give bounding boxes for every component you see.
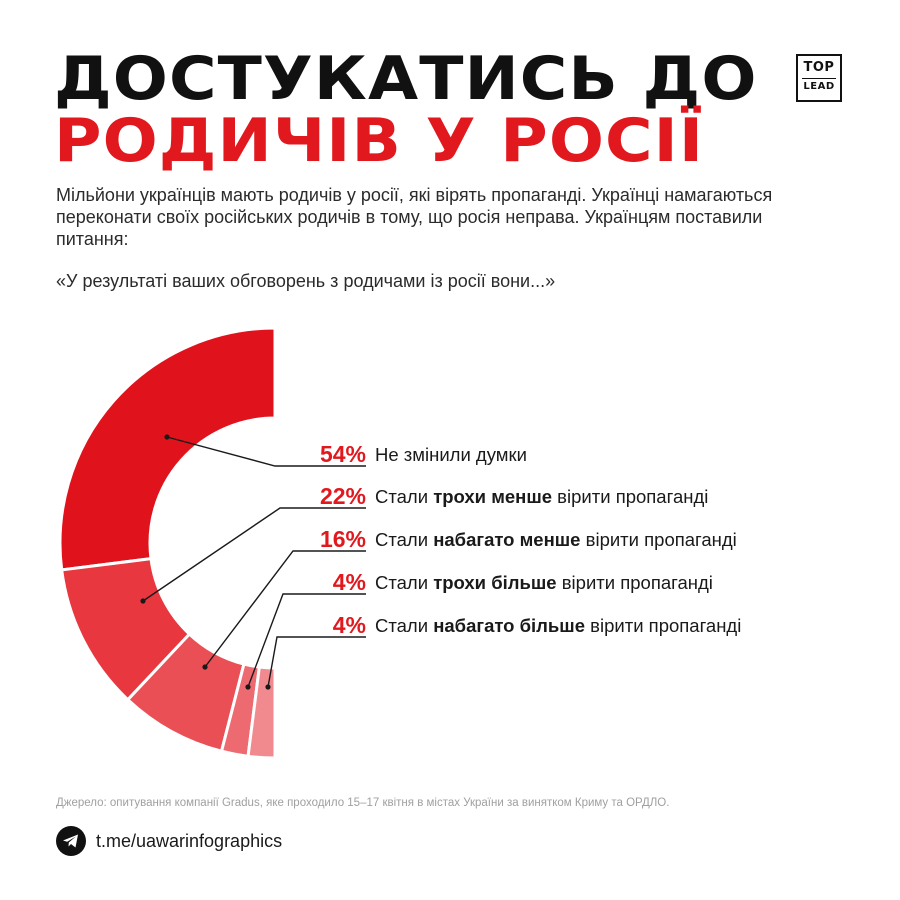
logo-bottom-text: LEAD xyxy=(803,81,835,92)
legend-label-text: Не змінили думки xyxy=(375,444,527,465)
chart-segments xyxy=(58,326,277,760)
telegram-icon xyxy=(56,826,86,856)
leader-line-3 xyxy=(204,550,366,668)
leader-dot-4 xyxy=(245,684,251,690)
legend-percent: 4% xyxy=(332,612,366,638)
legend-label-text: вірити пропаганді xyxy=(580,529,737,550)
telegram-link[interactable]: t.me/uawarinfographics xyxy=(96,831,283,851)
legend-percent: 16% xyxy=(319,526,366,552)
logo-top-text: TOP xyxy=(803,60,835,75)
donut-segment-5 xyxy=(246,665,277,760)
legend-percent: 4% xyxy=(332,569,366,595)
legend-label-text: Стали xyxy=(375,572,434,593)
leader-line-4 xyxy=(247,593,366,688)
legend-label-emphasis: набагато менше xyxy=(433,529,581,550)
leader-dot-2 xyxy=(140,598,146,604)
intro-text: Мільйони українців мають родичів у росії… xyxy=(56,185,773,249)
legend-label-emphasis: набагато більше xyxy=(433,615,586,636)
leader-dot-5 xyxy=(265,684,271,690)
leader-line-2 xyxy=(142,507,366,602)
legend-percent: 22% xyxy=(319,483,366,509)
title-line-1: ДОСТУКАТИСЬ ДО xyxy=(54,44,758,114)
legend-label-text: Стали xyxy=(375,486,434,507)
legend-label-text: вірити пропаганді xyxy=(556,572,713,593)
leader-dot-3 xyxy=(202,664,208,670)
legend-label-emphasis: трохи більше xyxy=(433,572,557,593)
legend-label-text: вірити пропаганді xyxy=(552,486,709,507)
title-line-2: РОДИЧІВ У РОСІЇ xyxy=(54,106,705,176)
legend-label: Стали набагато більше вірити пропаганді xyxy=(375,614,741,638)
leader-dot-1 xyxy=(164,434,170,440)
logo-divider xyxy=(802,78,836,79)
source-note: Джерело: опитування компанії Gradus, яке… xyxy=(56,797,670,809)
legend-label: Стали трохи менше вірити пропаганді xyxy=(375,485,708,509)
legend-label-text: Стали xyxy=(375,615,434,636)
donut-segment-1 xyxy=(58,326,277,572)
legend-label: Не змінили думки xyxy=(375,443,527,467)
chart-leader-lines xyxy=(140,434,366,690)
page-title: ДОСТУКАТИСЬ ДО РОДИЧІВ У РОСІЇ xyxy=(54,48,758,172)
top-lead-logo: TOP LEAD xyxy=(796,54,842,102)
leader-line-1 xyxy=(166,436,366,467)
legend-label-text: вірити пропаганді xyxy=(585,615,742,636)
survey-question: «У результаті ваших обговорень з родичам… xyxy=(56,271,556,291)
legend-label-text: Стали xyxy=(375,529,434,550)
legend-percent: 54% xyxy=(319,441,366,467)
leader-line-5 xyxy=(267,636,366,688)
legend-label-emphasis: трохи менше xyxy=(433,486,553,507)
legend-label: Стали трохи більше вірити пропаганді xyxy=(375,571,713,595)
legend-label: Стали набагато менше вірити пропаганді xyxy=(375,528,737,552)
